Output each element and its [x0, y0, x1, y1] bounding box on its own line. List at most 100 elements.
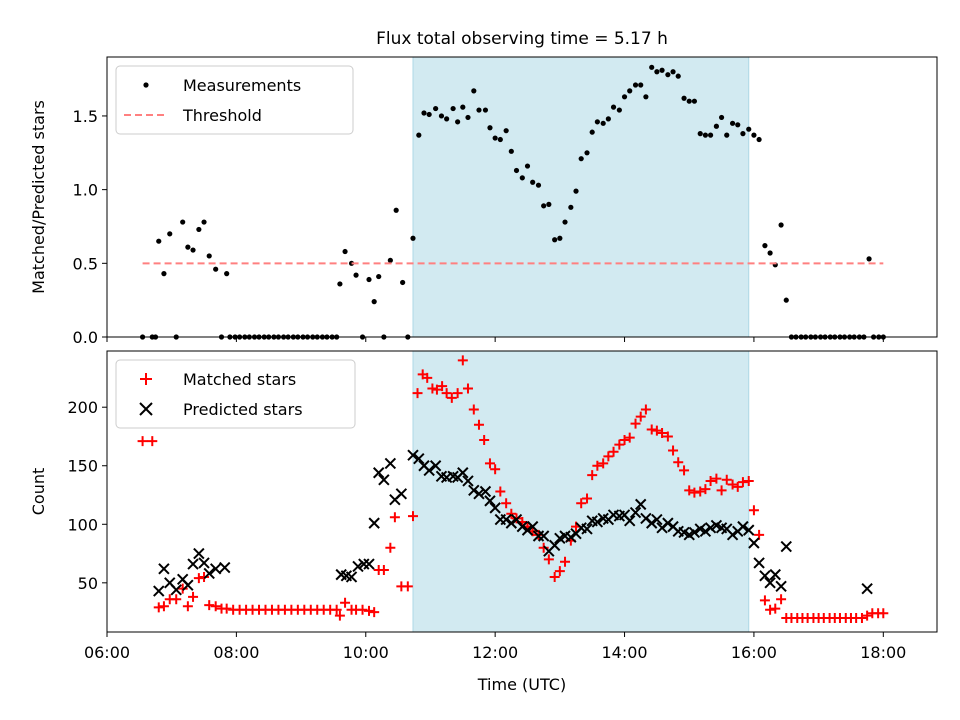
measurement-point [371, 299, 377, 305]
measurement-point [530, 179, 536, 185]
measurement-point [444, 116, 450, 122]
matched-star-point [177, 583, 188, 594]
measurement-point [471, 88, 477, 94]
predicted-star-point [372, 467, 385, 479]
measurement-point [348, 260, 355, 266]
measurement-point [519, 175, 525, 181]
measurement-point [594, 119, 600, 125]
measurement-point [751, 132, 757, 138]
measurement-point [224, 271, 230, 277]
measurement-point [578, 156, 584, 162]
predicted-star-point [473, 488, 485, 500]
measurement-point [697, 131, 703, 137]
matched-star-point [576, 498, 587, 509]
matched-star-point [635, 411, 646, 422]
legend-label: Measurements [183, 76, 301, 95]
x-tick-label: 10:00 [343, 643, 389, 662]
measurement-point [393, 207, 399, 213]
measurement-point [156, 238, 162, 244]
measurement-point [492, 135, 498, 141]
predicted-star-point [635, 498, 647, 511]
predicted-star-point [780, 540, 792, 553]
predicted-star-point [769, 568, 781, 581]
legend-marker-plus [140, 373, 152, 385]
matched-star-point [603, 451, 614, 462]
matched-star-point [689, 487, 700, 498]
matched-star-point [468, 404, 479, 415]
matched-star-point [592, 460, 603, 471]
matched-star-point [446, 392, 457, 403]
measurement-point [724, 132, 730, 138]
bottom-panel-star-counts: 50 100 150 200 06:00 08:00 10:00 12:00 14:00 16:0… [29, 350, 938, 694]
measurement-point [756, 136, 762, 143]
measurement-point [213, 266, 219, 272]
matched-star-point [705, 475, 716, 486]
matched-star-point [743, 475, 754, 486]
matched-star-point [437, 381, 448, 392]
measurement-point [366, 276, 372, 283]
series-matched-stars [137, 355, 889, 623]
predicted-star-point [737, 520, 749, 533]
legend: Matched stars Predicted stars [115, 359, 356, 429]
matched-star-point [204, 600, 215, 611]
measurement-point [541, 203, 547, 209]
matched-star-point [732, 481, 743, 492]
matched-star-point [554, 566, 565, 577]
matched-star-point [856, 612, 867, 623]
predicted-star-point [861, 582, 873, 595]
measurement-point [353, 272, 359, 278]
predicted-star-point [203, 567, 215, 580]
predicted-star-point [505, 517, 518, 529]
predicted-star-point [489, 502, 501, 514]
measurement-point [180, 219, 186, 225]
measurement-point [783, 297, 789, 303]
predicted-star-point [358, 558, 370, 570]
measurement-point [190, 247, 196, 253]
matched-star-point [759, 595, 770, 606]
matched-star-point [182, 601, 193, 612]
predicted-star-point [624, 515, 636, 527]
measurement-point [206, 253, 212, 259]
matched-star-point [721, 474, 732, 485]
matched-star-point [619, 434, 630, 445]
matched-star-point [543, 554, 554, 565]
measurement-point [740, 131, 746, 137]
matched-star-point [490, 464, 501, 475]
y-tick-label: 100 [67, 515, 98, 534]
measurement-point [638, 82, 644, 88]
measurement-point [450, 105, 456, 112]
matched-star-point [538, 542, 549, 553]
measurement-point [654, 69, 660, 75]
observing-window-shade [412, 56, 750, 338]
predicted-star-point [532, 530, 545, 542]
predicted-star-point [500, 513, 512, 526]
axes-frame [106, 56, 938, 338]
predicted-star-point [759, 570, 771, 582]
measurement-point [426, 111, 432, 118]
predicted-star-point [516, 520, 529, 533]
matched-star-point [495, 486, 506, 497]
matched-star-point [646, 424, 657, 435]
matched-star-point [770, 603, 781, 614]
measurement-point [513, 167, 520, 174]
matched-star-point [737, 477, 748, 488]
measurement-point [568, 204, 574, 210]
predicted-star-point [413, 453, 425, 465]
matched-star-point [452, 388, 463, 399]
matched-star-point [473, 419, 484, 430]
predicted-star-point [423, 464, 435, 477]
predicted-star-point [699, 525, 712, 538]
matched-star-point [334, 610, 345, 621]
y-tick-label: 200 [67, 398, 98, 417]
matched-star-point [657, 427, 668, 438]
measurement-point [524, 163, 531, 169]
series-measurements [139, 64, 886, 340]
measurement-point [627, 88, 633, 94]
predicted-star-point [565, 531, 577, 543]
predicted-star-point [688, 526, 701, 539]
predicted-star-point [764, 577, 776, 589]
measurement-point [675, 73, 681, 79]
matched-star-point [385, 542, 396, 553]
measurement-point [605, 116, 611, 122]
